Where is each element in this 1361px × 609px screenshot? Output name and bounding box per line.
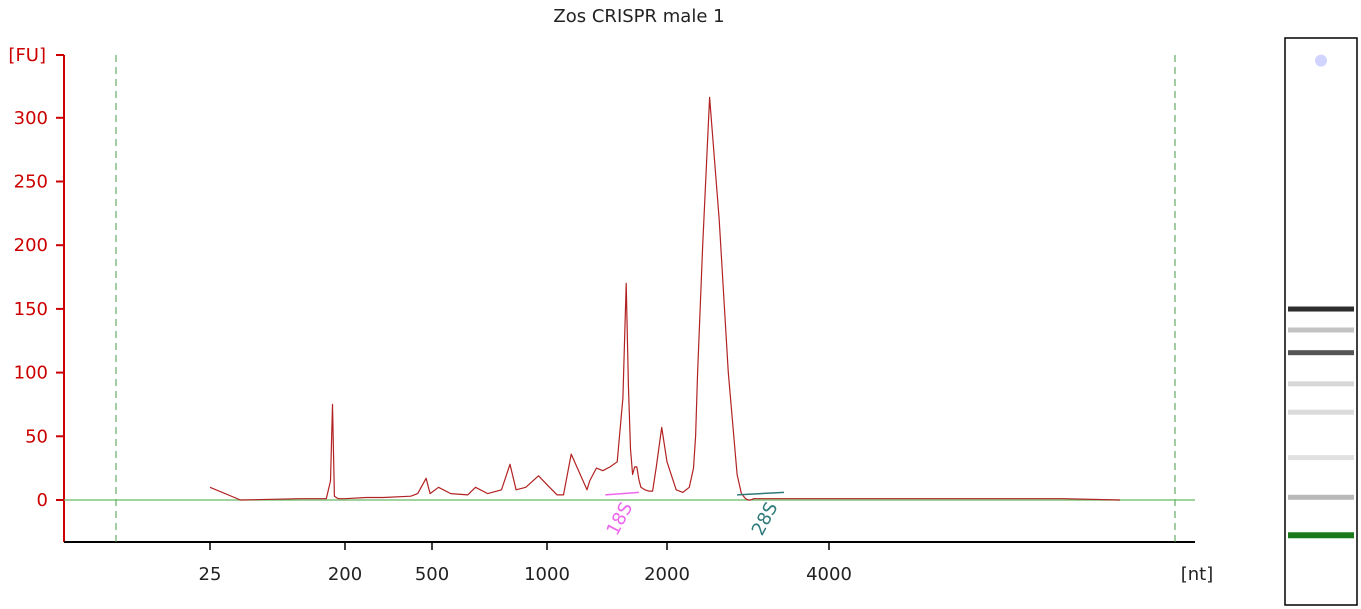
x-tick-label: 1000 bbox=[524, 564, 570, 585]
gel-lane bbox=[1284, 37, 1358, 606]
x-tick-label: 25 bbox=[199, 564, 222, 585]
gel-band bbox=[1288, 306, 1354, 312]
peak-region-line bbox=[605, 491, 639, 496]
y-tick-label: 300 bbox=[14, 108, 48, 129]
x-tick-label: 2000 bbox=[644, 564, 690, 585]
gel-band bbox=[1288, 350, 1354, 356]
y-tick-label: 200 bbox=[14, 235, 48, 256]
gel-lane-frame bbox=[1284, 37, 1358, 606]
gel-band bbox=[1288, 494, 1354, 500]
y-tick-label: 100 bbox=[14, 363, 48, 384]
peak-label: 18S bbox=[603, 499, 638, 539]
y-tick-label: 50 bbox=[25, 426, 48, 447]
x-axis: 25 200 500 1000 2000 4000 [nt] bbox=[64, 541, 1214, 585]
y-tick-label: 150 bbox=[14, 299, 48, 320]
y-axis: [FU] 0 50 100 150 200 250 300 bbox=[8, 45, 65, 542]
x-tick-label: 500 bbox=[415, 564, 449, 585]
gel-band bbox=[1288, 532, 1354, 539]
gel-band bbox=[1315, 54, 1327, 67]
trace-line bbox=[209, 96, 1121, 501]
x-axis-label: [nt] bbox=[1181, 564, 1214, 585]
plot-area: 18S 28S bbox=[64, 55, 1195, 542]
peak-region-line bbox=[737, 491, 785, 496]
x-tick-label: 200 bbox=[328, 564, 362, 585]
gel-band bbox=[1288, 409, 1354, 415]
y-tick-label: 250 bbox=[14, 172, 48, 193]
gel-band bbox=[1288, 381, 1354, 387]
peak-label: 28S bbox=[748, 499, 783, 539]
y-tick-label: 0 bbox=[37, 490, 48, 511]
y-axis-label: [FU] bbox=[8, 45, 46, 66]
gel-band bbox=[1288, 327, 1354, 333]
x-tick-label: 4000 bbox=[806, 564, 852, 585]
chart-title: Zos CRISPR male 1 bbox=[553, 6, 724, 27]
gel-band bbox=[1288, 455, 1354, 461]
